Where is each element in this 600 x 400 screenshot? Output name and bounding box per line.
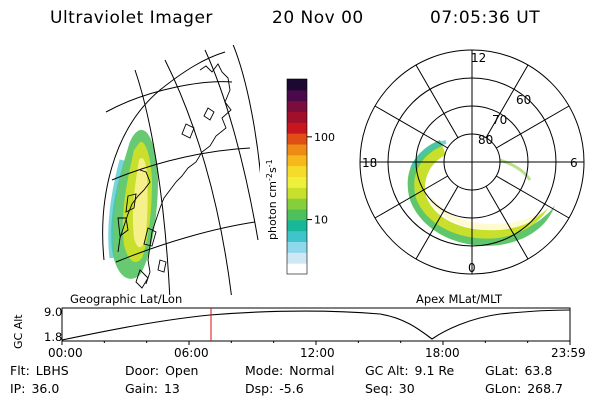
x-tick-1800: 18:00: [425, 346, 460, 360]
info-field: Gain: 13: [125, 381, 180, 396]
colorbar-swatch: [287, 89, 307, 102]
info-label: GLon:: [485, 381, 522, 396]
info-value: -5.6: [279, 381, 304, 396]
colorbar-swatch: [287, 144, 307, 156]
polar-spoke: [485, 64, 529, 139]
right-map-title: Apex MLat/MLT: [416, 292, 503, 306]
info-value: LBHS: [35, 363, 69, 378]
x-tick-0000: 00:00: [48, 346, 83, 360]
geographic-map: [102, 45, 260, 295]
info-value: Normal: [289, 363, 335, 378]
info-field: Mode: Normal: [245, 363, 335, 378]
colorbar: 100 10 photon cm-2s-1: [265, 78, 335, 275]
polar-spoke: [374, 175, 449, 219]
info-label: GC Alt:: [365, 363, 409, 378]
info-field: Seq: 30: [365, 381, 415, 396]
info-value: Open: [165, 363, 199, 378]
mlat-label: 80: [478, 133, 493, 147]
mlt-label: 18: [362, 156, 377, 170]
colorbar-swatch: [287, 100, 307, 112]
mlat-label: 60: [516, 93, 531, 107]
lon-grid: [134, 45, 260, 295]
time-label: 07:05:36 UT: [430, 8, 541, 28]
info-value: 268.7: [527, 381, 564, 396]
info-value: 36.0: [31, 381, 60, 396]
polar-spoke: [495, 105, 570, 149]
info-field: GLon: 268.7: [485, 381, 563, 396]
info-field: Flt: LBHS: [10, 363, 69, 378]
colorbar-swatch: [287, 219, 307, 232]
altitude-curve: [61, 309, 571, 341]
coastlines: [117, 63, 232, 289]
aurora-emission-polar: [407, 140, 555, 246]
colorbar-swatch: [287, 154, 307, 167]
info-label: Door:: [125, 363, 160, 378]
polar-spoke: [415, 185, 459, 260]
info-label: IP:: [10, 381, 26, 396]
polar-spoke: [415, 64, 459, 139]
info-value: 13: [163, 381, 180, 396]
lat-grid: [105, 81, 256, 263]
x-tick-1200: 12:00: [300, 346, 335, 360]
y-tick-high: 9.0: [44, 305, 62, 319]
info-value: 30: [398, 381, 415, 396]
colorbar-swatch: [287, 198, 307, 210]
timeline-frame: [61, 307, 571, 342]
colorbar-swatches: [287, 79, 307, 275]
mlt-label: 0: [468, 261, 476, 275]
info-field: IP: 36.0: [10, 381, 59, 396]
mlt-label: 6: [570, 156, 578, 170]
colorbar-swatch: [287, 230, 307, 242]
colorbar-swatch: [287, 79, 307, 91]
colorbar-swatch: [287, 122, 307, 134]
info-label: Seq:: [365, 381, 393, 396]
info-label: Mode:: [245, 363, 284, 378]
info-value: 63.8: [524, 363, 553, 378]
info-label: GLat:: [485, 363, 519, 378]
colorbar-tick-label: 100: [314, 131, 335, 144]
info-label: Flt:: [10, 363, 30, 378]
info-label: Gain:: [125, 381, 158, 396]
colorbar-swatch: [287, 165, 307, 177]
info-field: Door: Open: [125, 363, 198, 378]
colorbar-ticks: 100 10: [307, 131, 335, 227]
timeline-ticks: [61, 341, 571, 345]
left-map-title: Geographic Lat/Lon: [70, 292, 182, 306]
colorbar-swatch: [287, 133, 307, 145]
colorbar-label: photon cm-2s-1: [265, 159, 279, 240]
altitude-timeline: 9.0 1.8 GC Alt: [12, 305, 571, 349]
colorbar-tick-label: 10: [314, 214, 328, 227]
instrument-title: Ultraviolet Imager: [50, 8, 213, 28]
colorbar-swatch: [287, 209, 307, 221]
info-value: 9.1 Re: [414, 363, 455, 378]
colorbar-swatch: [287, 187, 307, 199]
colorbar-frame: [286, 78, 308, 275]
info-field: Dsp: -5.6: [245, 381, 304, 396]
polar-spoke: [485, 185, 529, 260]
polar-grid: [359, 49, 585, 275]
date-label: 20 Nov 00: [272, 8, 364, 28]
colorbar-swatch: [287, 241, 307, 253]
earth-limb: [102, 51, 226, 261]
info-label: Dsp:: [245, 381, 274, 396]
info-field: GC Alt: 9.1 Re: [365, 363, 454, 378]
x-tick-0600: 06:00: [174, 346, 209, 360]
polar-spoke: [495, 175, 570, 219]
mlt-label: 12: [471, 51, 486, 65]
x-tick-2359: 23:59: [551, 346, 586, 360]
info-field: GLat: 63.8: [485, 363, 552, 378]
colorbar-swatch: [287, 111, 307, 123]
mlat-label: 70: [492, 113, 507, 127]
y-tick-low: 1.8: [44, 330, 62, 344]
polar-spoke: [374, 105, 449, 149]
timeline-ylabel: GC Alt: [12, 314, 25, 349]
colorbar-swatch: [287, 263, 307, 275]
colorbar-swatch: [287, 176, 307, 188]
colorbar-swatch: [287, 252, 307, 264]
